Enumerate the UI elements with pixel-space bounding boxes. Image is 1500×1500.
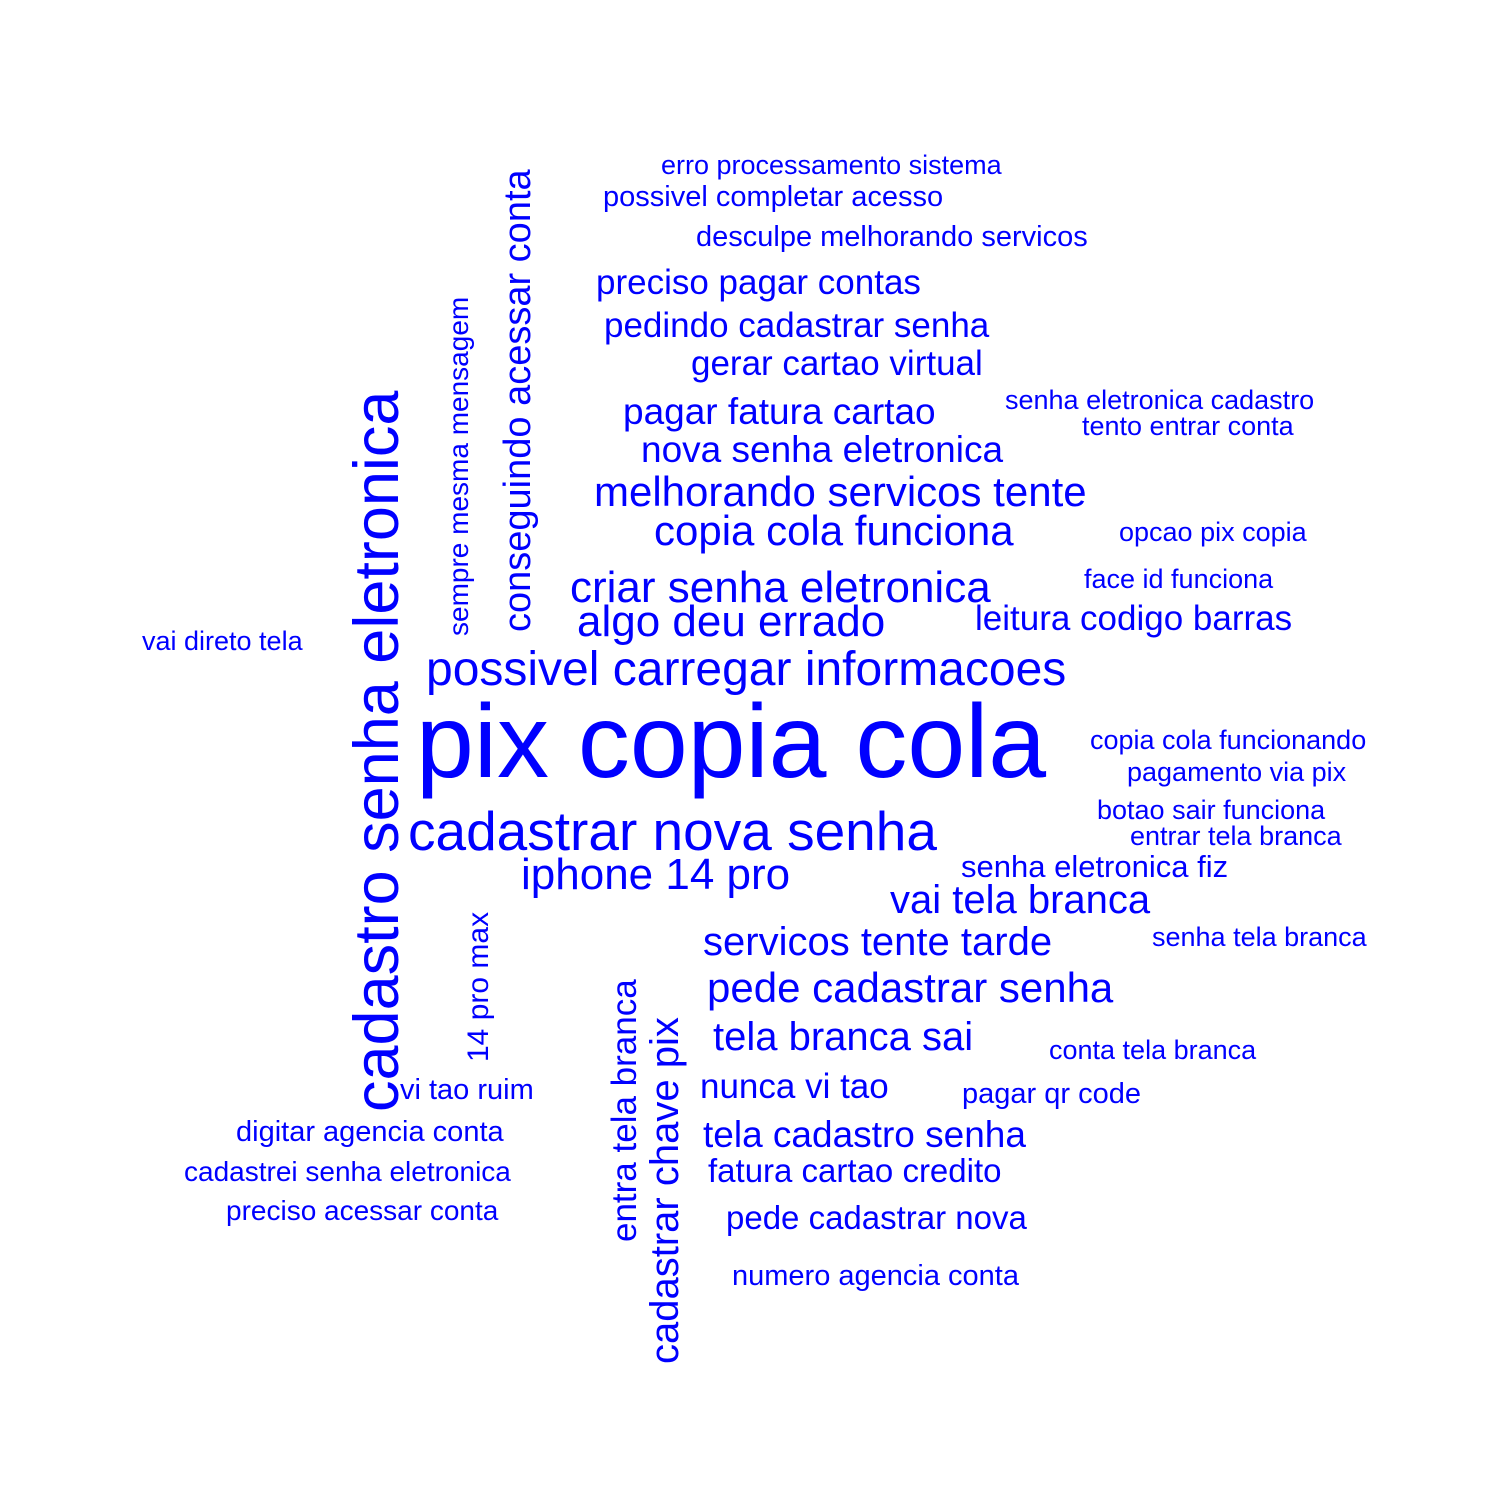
word-cloud-phrase: preciso pagar contas — [596, 263, 921, 302]
word-cloud-phrase: pagamento via pix — [1127, 757, 1347, 787]
word-cloud-phrase: tela cadastro senha — [703, 1114, 1026, 1155]
word-cloud-phrase: desculpe melhorando servicos — [696, 221, 1088, 253]
word-cloud-phrase: pede cadastrar senha — [707, 964, 1114, 1011]
word-cloud-phrase: melhorando servicos tente — [594, 468, 1087, 515]
word-cloud-phrase: pix copia cola — [416, 684, 1046, 800]
word-cloud-phrase: leitura codigo barras — [975, 599, 1292, 638]
word-cloud-phrase: possivel completar acesso — [603, 181, 943, 213]
word-cloud-phrase: fatura cartao credito — [708, 1152, 1002, 1189]
word-cloud-phrase: digitar agencia conta — [236, 1116, 504, 1148]
word-cloud-phrase: erro processamento sistema — [661, 150, 1003, 180]
word-cloud-phrase: senha eletronica cadastro — [1005, 385, 1314, 415]
word-cloud-phrase: nova senha eletronica — [641, 429, 1003, 470]
word-cloud-phrase: opcao pix copia — [1119, 517, 1308, 547]
word-cloud-phrase: conseguindo acessar conta — [497, 168, 539, 632]
word-cloud-phrase: conta tela branca — [1049, 1035, 1257, 1065]
word-cloud-phrase: pagar qr code — [962, 1078, 1141, 1110]
word-cloud-phrase: cadastrar chave pix — [643, 1017, 687, 1364]
word-cloud-phrase: vi tao ruim — [400, 1074, 534, 1106]
word-cloud-phrase: tela branca sai — [713, 1015, 973, 1059]
word-cloud-phrase: cadastrei senha eletronica — [184, 1156, 511, 1187]
word-cloud-phrase: possivel carregar informacoes — [426, 643, 1066, 696]
word-cloud-phrase: pedindo cadastrar senha — [604, 306, 990, 345]
word-cloud-phrase: senha eletronica fiz — [961, 849, 1228, 884]
word-cloud-phrase: pagar fatura cartao — [623, 391, 936, 432]
word-cloud-phrase: criar senha eletronica — [570, 563, 991, 612]
word-cloud-phrase: iphone 14 pro — [521, 850, 790, 899]
word-cloud-phrase: nunca vi tao — [700, 1067, 889, 1106]
word-cloud-phrase: vai tela branca — [890, 878, 1151, 922]
word-cloud-phrase: entra tela branca — [605, 979, 644, 1242]
word-cloud-phrase: copia cola funcionando — [1090, 725, 1366, 755]
word-cloud-phrase: numero agencia conta — [732, 1260, 1020, 1292]
word-cloud-phrase: tento entrar conta — [1082, 411, 1295, 441]
word-cloud-phrase: entrar tela branca — [1130, 821, 1343, 851]
word-cloud-phrase: algo deu errado — [577, 597, 885, 646]
word-cloud-phrase: botao sair funciona — [1097, 795, 1326, 825]
word-cloud-phrase: sempre mesma mensagem — [443, 297, 474, 636]
word-cloud-phrase: senha tela branca — [1152, 922, 1368, 952]
word-cloud-phrase: cadastro senha eletronica — [342, 390, 412, 1112]
word-cloud-phrase: face id funciona — [1084, 564, 1274, 594]
word-cloud-phrase: pede cadastrar nova — [726, 1199, 1028, 1236]
word-cloud-phrase: vai direto tela — [142, 626, 304, 656]
word-cloud-phrase: servicos tente tarde — [703, 920, 1052, 964]
word-cloud-phrase: copia cola funciona — [654, 507, 1014, 554]
word-cloud-phrase: 14 pro max — [462, 912, 495, 1062]
word-cloud-phrase: preciso acessar conta — [226, 1195, 499, 1226]
word-cloud-phrase: gerar cartao virtual — [691, 344, 983, 383]
word-cloud-phrase: cadastrar nova senha — [408, 800, 937, 862]
